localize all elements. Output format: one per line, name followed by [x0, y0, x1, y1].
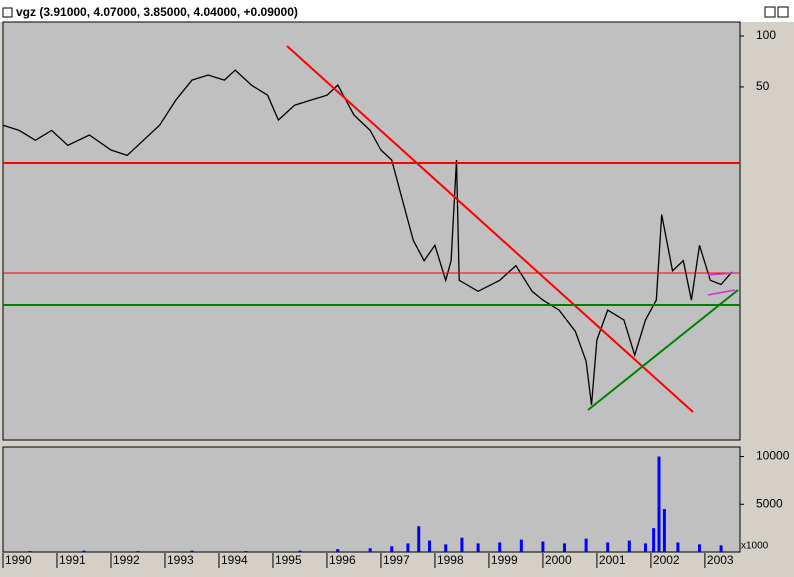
x-tick-label: 2000: [545, 553, 572, 567]
channel-line: [707, 272, 736, 276]
volume-bar: [244, 551, 248, 552]
volume-bar: [644, 543, 648, 552]
x-tick-label: 1993: [167, 553, 194, 567]
volume-bar: [662, 509, 666, 552]
plot-layer: 50 100 1990 1991 1992 1993 1994 1995 1996 1997 199…: [2, 28, 790, 568]
volume-bar: [498, 542, 502, 552]
volume-bar: [676, 542, 680, 552]
restore-button[interactable]: [764, 6, 776, 18]
volume-bar: [627, 540, 631, 552]
volume-bar: [460, 537, 464, 552]
y-tick-label: 100: [756, 28, 776, 42]
x-tick-label: 1997: [383, 553, 410, 567]
x-tick-label: 1992: [113, 553, 140, 567]
y-tick-label: 50: [756, 79, 770, 93]
window-icon[interactable]: [2, 7, 13, 18]
volume-bar: [657, 456, 661, 552]
trend-line: [286, 45, 694, 413]
close-button[interactable]: [777, 6, 789, 18]
volume-bar: [190, 550, 194, 552]
x-tick-label: 1999: [491, 553, 518, 567]
volume-bar: [417, 526, 421, 552]
volume-bar: [82, 550, 86, 552]
volume-bar: [719, 545, 723, 552]
volume-bar: [368, 548, 372, 552]
drawn-lines: [3, 45, 740, 413]
volume-bar: [541, 541, 545, 552]
volume-bar: [428, 540, 432, 552]
x-tick-label: 2001: [599, 553, 626, 567]
volume-bar: [336, 549, 340, 552]
volume-panel: [2, 446, 741, 553]
x-tick-label: 1990: [5, 553, 32, 567]
price-line: [2, 69, 733, 406]
volume-bar: [698, 544, 702, 552]
volume-bar: [606, 542, 610, 552]
volume-bar: [390, 546, 394, 552]
y-tick-label: 5000: [756, 496, 783, 510]
volume-bar: [444, 544, 448, 552]
volume-bar: [406, 543, 410, 552]
volume-bar: [652, 528, 656, 552]
window-title: vgz (3.91000, 4.07000, 3.85000, 4.04000,…: [16, 5, 298, 19]
y-tick-label: 10000: [756, 449, 790, 463]
volume-bar: [476, 543, 480, 552]
x-tick-label: 1994: [221, 553, 248, 567]
x-tick-label: 2002: [653, 553, 680, 567]
x-tick-label: 1996: [329, 553, 356, 567]
volume-bar: [28, 551, 32, 552]
title-bar: [0, 0, 794, 22]
volume-bar: [136, 551, 140, 552]
volume-bar: [519, 539, 523, 552]
x-tick-label: 1998: [437, 553, 464, 567]
x-tick-label: 2003: [707, 553, 734, 567]
channel-line: [707, 289, 736, 296]
volume-bar: [563, 543, 567, 552]
trend-line: [587, 289, 739, 411]
volume-bar: [584, 538, 588, 552]
price-panel: [2, 21, 741, 441]
unit-label: x1000: [741, 541, 769, 552]
x-tick-label: 1995: [275, 553, 302, 567]
volume-bar: [298, 550, 302, 552]
x-tick-label: 1991: [59, 553, 86, 567]
